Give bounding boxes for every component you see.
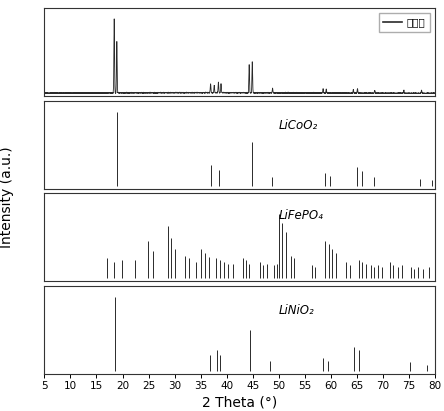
Text: LiFePO₄: LiFePO₄ bbox=[279, 209, 324, 222]
X-axis label: 2 Theta (°): 2 Theta (°) bbox=[202, 395, 278, 409]
Text: LiNiO₂: LiNiO₂ bbox=[279, 304, 315, 317]
Text: LiCoO₂: LiCoO₂ bbox=[279, 119, 318, 132]
Text: Intensity (a.u.): Intensity (a.u.) bbox=[0, 146, 14, 248]
Legend: 妛烧样: 妛烧样 bbox=[379, 14, 430, 32]
